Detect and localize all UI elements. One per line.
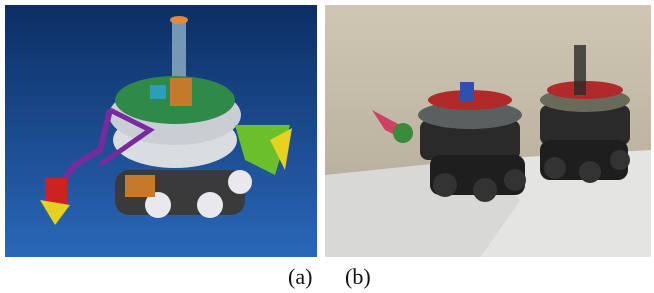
caption-b: (b) (345, 264, 371, 290)
caption-a: (a) (288, 264, 312, 290)
panel-b-image (325, 5, 651, 257)
panel-a-image (5, 5, 317, 257)
page: (a) (b) (() => { const data = JSON.parse… (0, 0, 654, 293)
figure-images (0, 0, 654, 262)
